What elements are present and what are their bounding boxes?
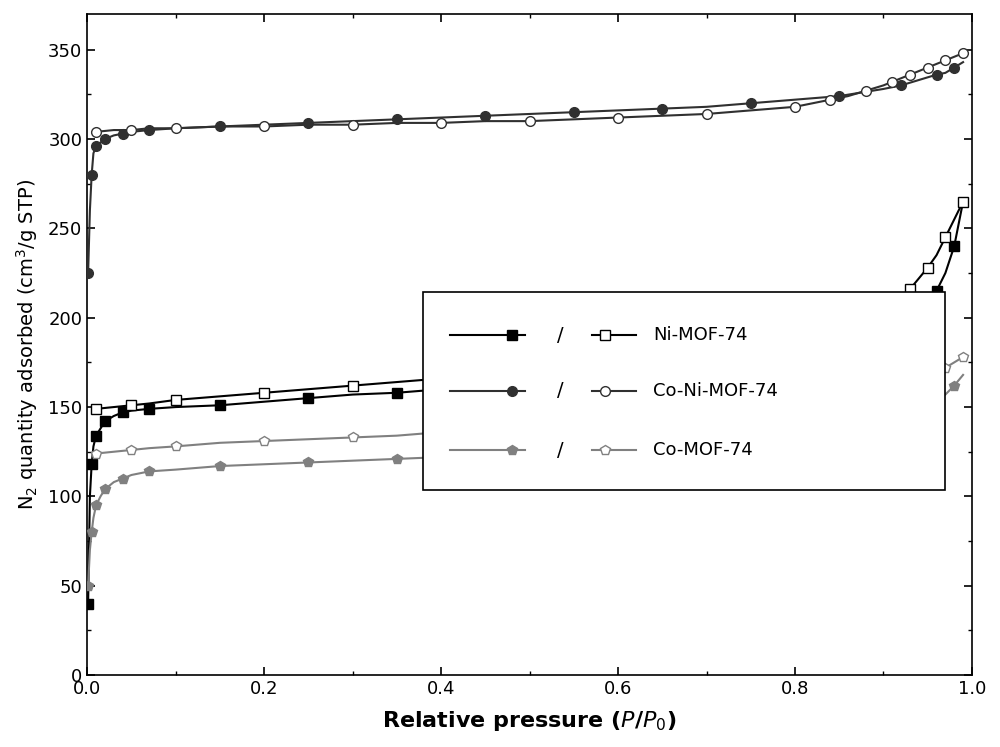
Text: Ni-MOF-74: Ni-MOF-74 [653, 326, 748, 344]
Text: Co-MOF-74: Co-MOF-74 [653, 441, 753, 459]
Y-axis label: N$_2$ quantity adsorbed (cm$^3$/g STP): N$_2$ quantity adsorbed (cm$^3$/g STP) [14, 179, 40, 510]
Text: /: / [557, 441, 564, 460]
Text: /: / [557, 381, 564, 400]
Bar [423, 291, 945, 490]
Text: Co-Ni-MOF-74: Co-Ni-MOF-74 [653, 382, 778, 400]
X-axis label: Relative pressure ($P$/$P_0$): Relative pressure ($P$/$P_0$) [382, 709, 677, 733]
Text: /: / [557, 326, 564, 345]
